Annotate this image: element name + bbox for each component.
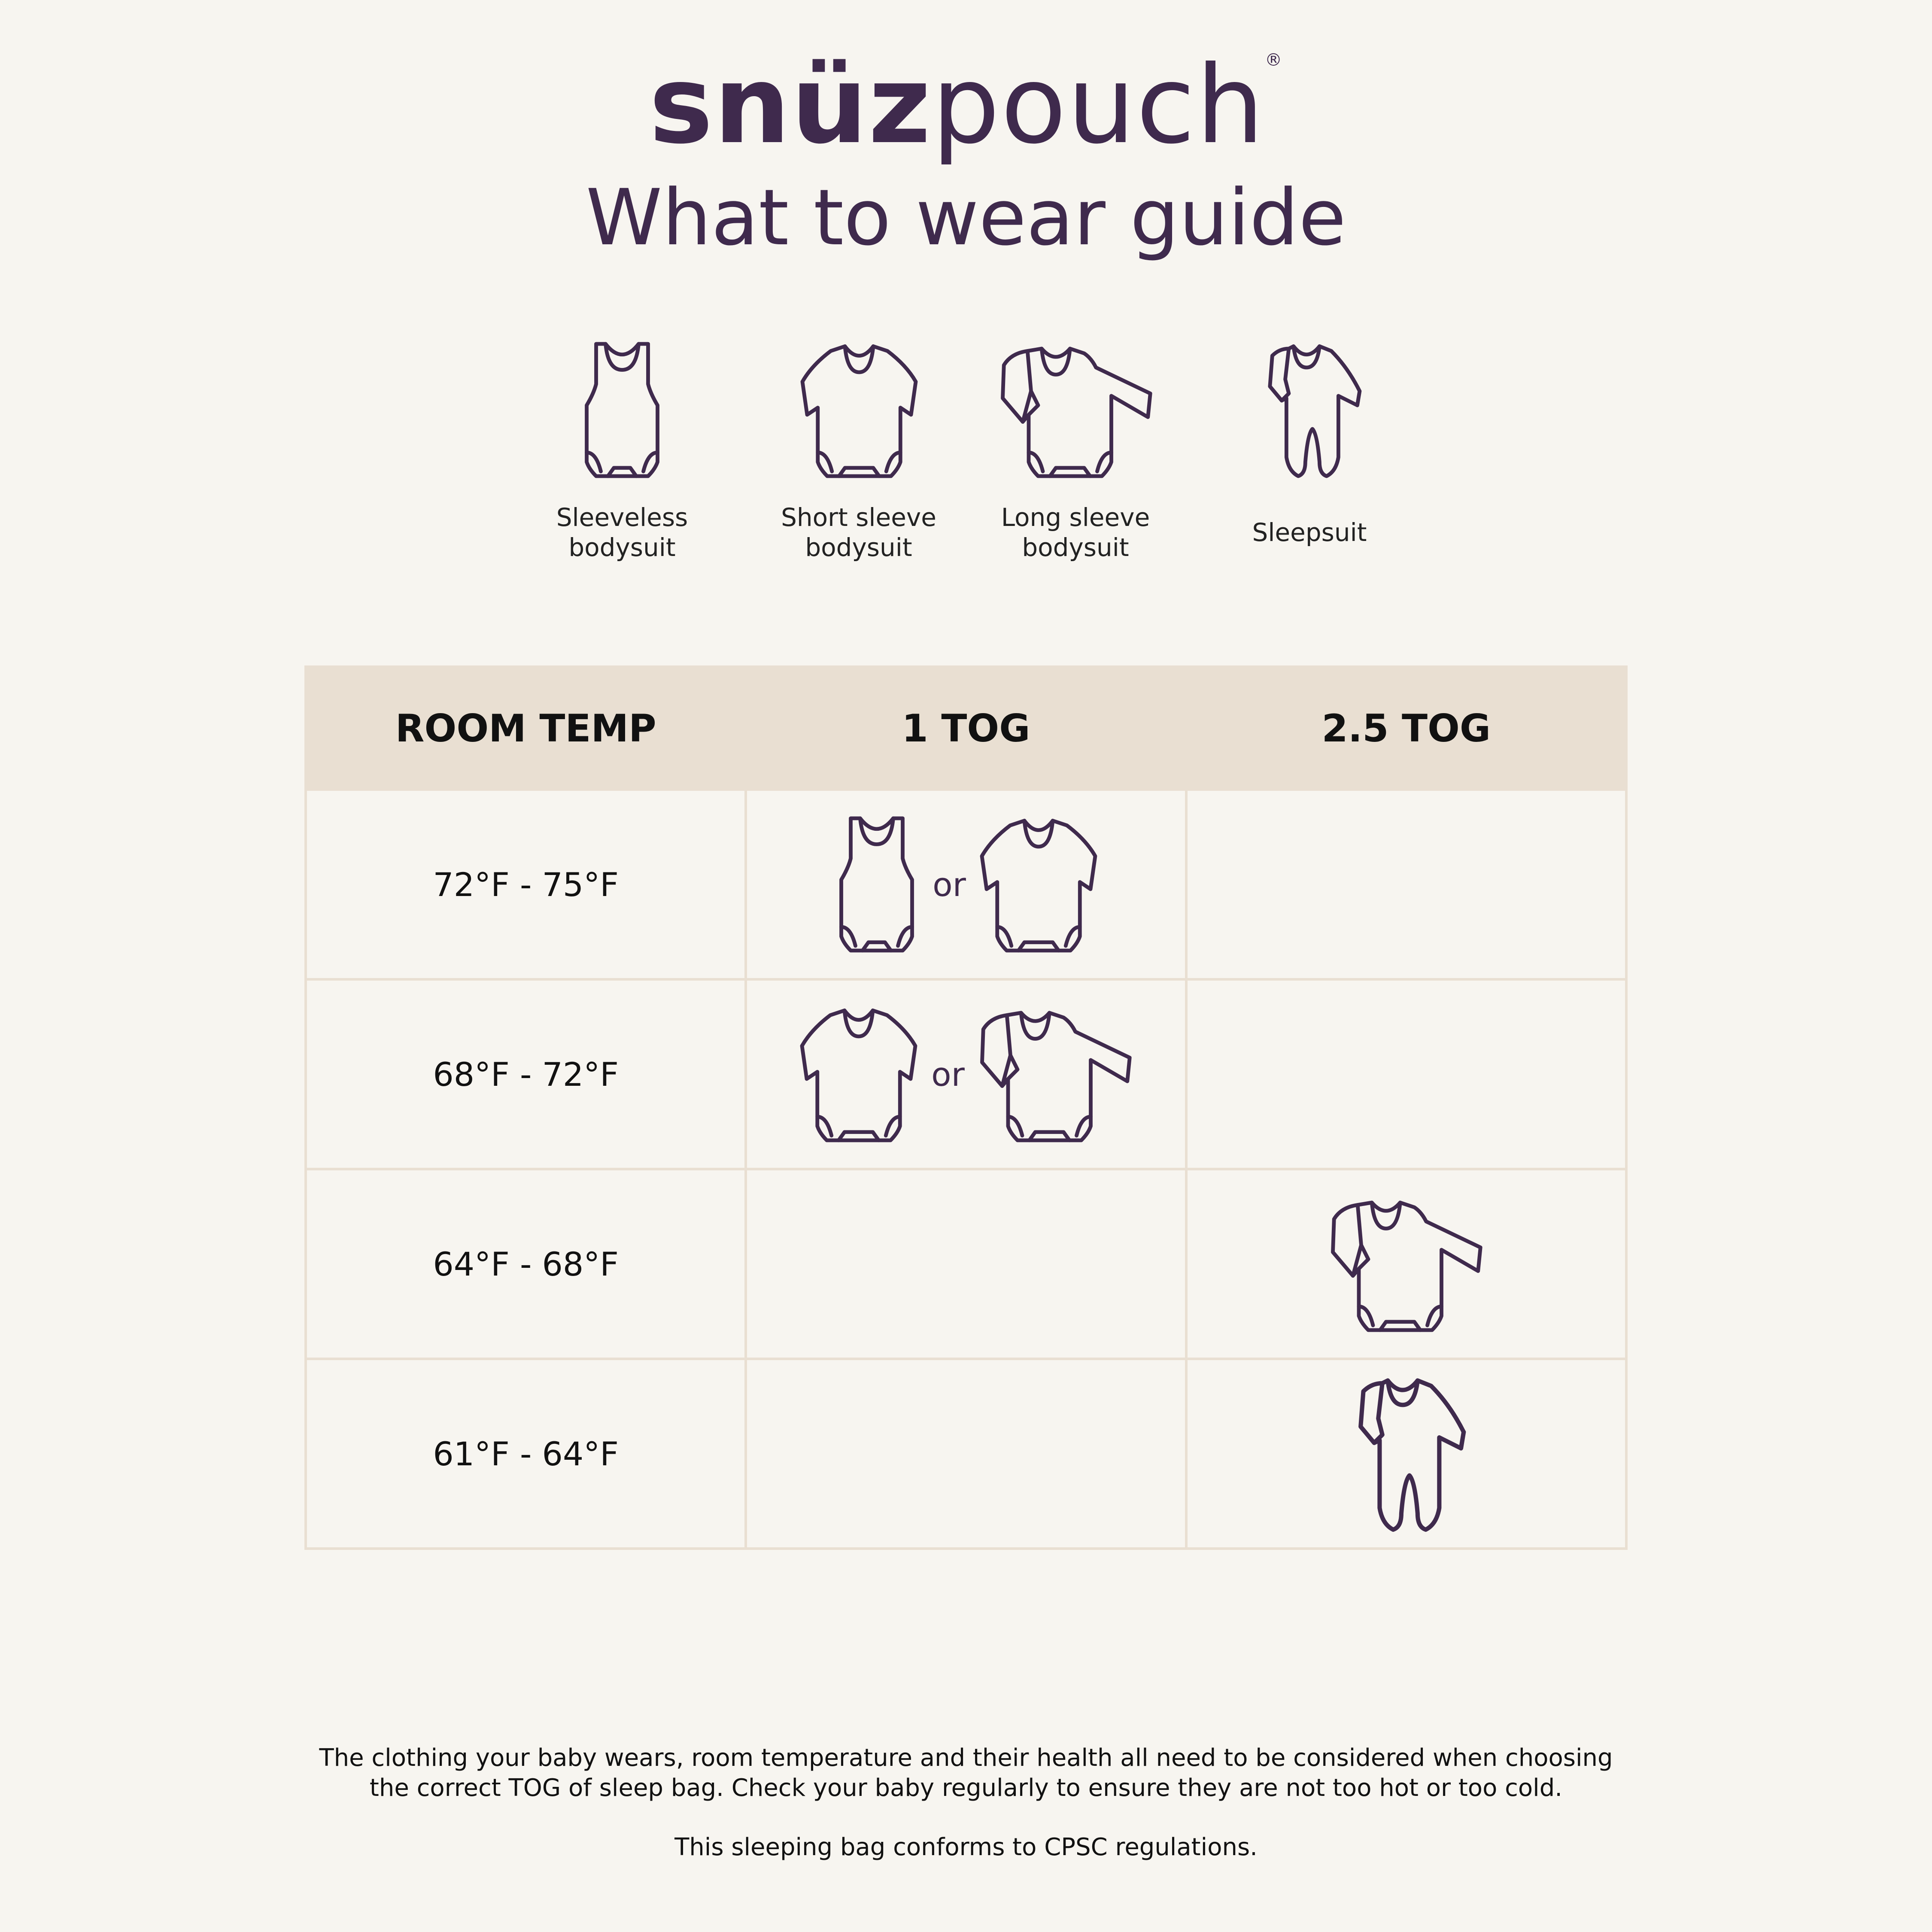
- legend-label-sleeveless: Sleeveless bodysuit: [556, 503, 688, 562]
- sleeveless-bodysuit-icon: [834, 814, 920, 955]
- table-row: 72°F - 75°F or: [304, 788, 1628, 981]
- brand-logo: snüzpouch®: [0, 52, 1932, 159]
- logo-light: pouch: [932, 43, 1265, 167]
- tog-table: ROOM TEMP 1 TOG 2.5 TOG 72°F - 75°F or 6…: [304, 665, 1628, 1550]
- sleepsuit-icon: [1253, 339, 1366, 481]
- tog1-cell: [744, 1358, 1188, 1550]
- legend-label-long-sleeve: Long sleeve bodysuit: [1001, 503, 1150, 562]
- page-title: What to wear guide: [586, 173, 1346, 263]
- logo-bold: snüz: [649, 43, 932, 167]
- tog1-cell: or: [744, 788, 1188, 981]
- tog25-cell: [1185, 788, 1628, 981]
- tog25-cell: [1185, 1358, 1628, 1550]
- temp-cell: 68°F - 72°F: [304, 978, 747, 1170]
- tog25-cell: [1185, 1168, 1628, 1360]
- compliance-note: This sleeping bag conforms to CPSC regul…: [674, 1833, 1258, 1861]
- tog1-cell: or: [744, 978, 1188, 1170]
- sleepsuit-icon: [1342, 1370, 1470, 1537]
- table-row: 64°F - 68°F: [304, 1168, 1628, 1360]
- temp-cell: 61°F - 64°F: [304, 1358, 747, 1550]
- table-row: 68°F - 72°F or: [304, 978, 1628, 1170]
- legend-label-sleepsuit: Sleepsuit: [1252, 518, 1367, 547]
- table-row: 61°F - 64°F: [304, 1358, 1628, 1550]
- short-sleeve-bodysuit-icon: [799, 339, 919, 481]
- long-sleeve-bodysuit-icon: [998, 339, 1154, 481]
- header-1-tog: 1 TOG: [744, 665, 1188, 791]
- long-sleeve-bodysuit-icon: [978, 1003, 1133, 1145]
- header-room-temp: ROOM TEMP: [304, 665, 747, 791]
- sleeveless-bodysuit-icon: [578, 339, 666, 481]
- legend-label-short-sleeve: Short sleeve bodysuit: [781, 503, 936, 562]
- short-sleeve-bodysuit-icon: [979, 814, 1098, 955]
- tog1-cell: [744, 1168, 1188, 1360]
- or-label: or: [933, 865, 966, 904]
- temp-cell: 64°F - 68°F: [304, 1168, 747, 1360]
- tog25-cell: [1185, 978, 1628, 1170]
- footer-note: The clothing your baby wears, room tempe…: [319, 1744, 1613, 1802]
- header-2-5-tog: 2.5 TOG: [1185, 665, 1628, 791]
- long-sleeve-bodysuit-icon: [1328, 1193, 1484, 1335]
- registered-mark: ®: [1265, 50, 1283, 70]
- or-label: or: [931, 1055, 965, 1094]
- table-header: ROOM TEMP 1 TOG 2.5 TOG: [304, 665, 1628, 791]
- short-sleeve-bodysuit-icon: [799, 1003, 918, 1145]
- temp-cell: 72°F - 75°F: [304, 788, 747, 981]
